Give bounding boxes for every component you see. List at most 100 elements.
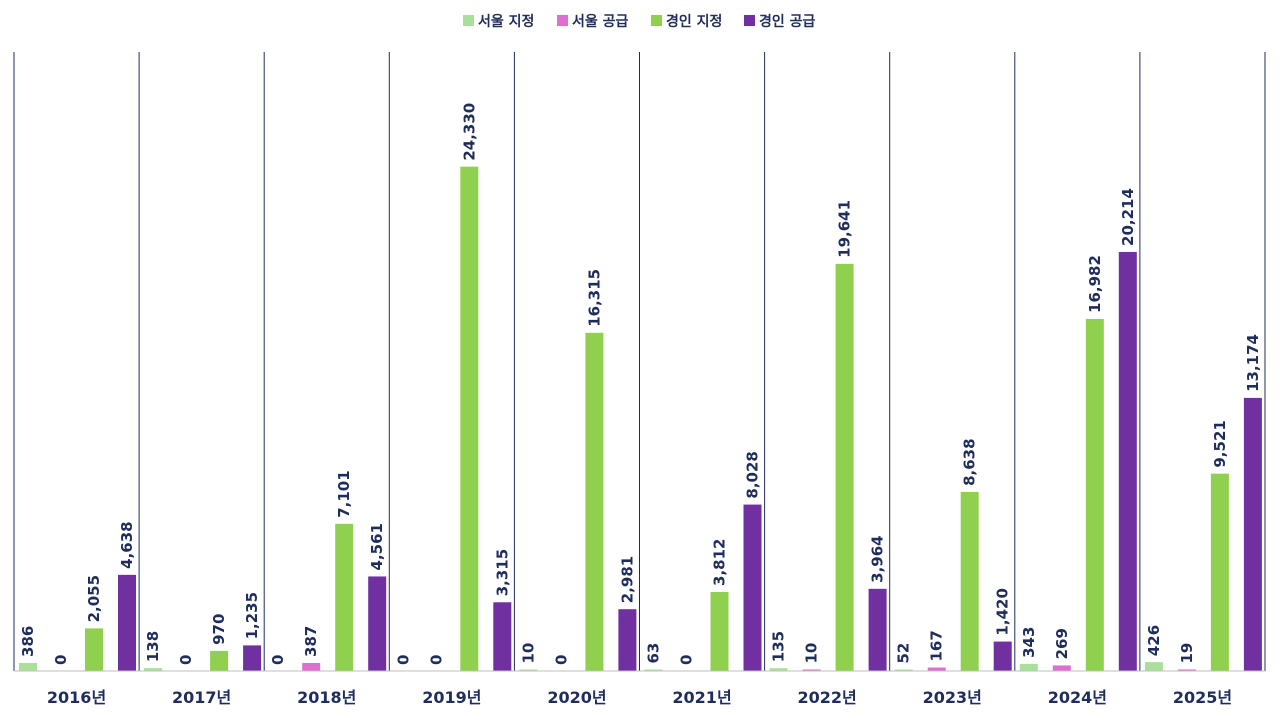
bar — [368, 576, 387, 671]
bar — [1144, 662, 1163, 671]
data-label: 386 — [19, 626, 37, 657]
data-label: 3,812 — [711, 539, 729, 586]
bar — [85, 628, 103, 671]
data-label: 20,214 — [1119, 188, 1137, 246]
category-labels: 2016년 2017년 2018년 2019년 2020년 2021년 2022년 2023년… — [47, 688, 1232, 707]
bar — [644, 669, 663, 671]
legend-label: 서울 지정 — [478, 13, 534, 30]
data-label: 0 — [269, 655, 287, 665]
data-label: 269 — [1053, 628, 1071, 659]
bar — [835, 263, 854, 671]
bar — [927, 667, 946, 671]
bar — [1177, 669, 1196, 671]
data-label: 2,055 — [85, 575, 103, 622]
legend-swatch — [651, 15, 662, 26]
data-label: 16,982 — [1086, 255, 1104, 313]
bar — [894, 669, 913, 671]
bar — [335, 523, 354, 671]
data-label: 9,521 — [1211, 420, 1229, 467]
data-label: 167 — [928, 630, 946, 661]
bar — [144, 668, 163, 671]
x-tick-label: 2019년 — [422, 688, 481, 707]
legend-item: 경인 공급 — [744, 13, 816, 30]
bar — [618, 609, 637, 671]
data-label: 2,981 — [618, 556, 636, 603]
legend-item: 서울 공급 — [557, 13, 629, 30]
data-label: 387 — [302, 626, 320, 657]
data-label: 13,174 — [1244, 334, 1262, 392]
bar — [1243, 397, 1262, 671]
bar — [243, 645, 262, 671]
data-label: 16,315 — [585, 269, 603, 327]
data-label: 1,420 — [994, 588, 1012, 635]
x-tick-label: 2025년 — [1173, 688, 1232, 707]
bar — [19, 662, 37, 671]
data-label: 0 — [394, 655, 412, 665]
data-label: 426 — [1145, 625, 1163, 656]
bar — [769, 668, 788, 671]
legend: 서울 지정 서울 공급 경인 지정 경인 공급 — [463, 13, 816, 30]
bar — [118, 574, 136, 671]
value-labels: 386 0 2,055 4,638 138 0 970 1,235 0 387 7,101 4,561… — [19, 103, 1262, 665]
data-label: 10 — [519, 643, 537, 664]
data-label: 19 — [1178, 643, 1196, 664]
bar — [302, 662, 321, 671]
data-label: 0 — [678, 655, 696, 665]
data-label: 3,964 — [869, 535, 887, 582]
data-label: 1,235 — [243, 592, 261, 639]
legend-swatch — [744, 15, 755, 26]
bar — [710, 591, 729, 671]
data-label: 3,315 — [493, 549, 511, 596]
data-label: 19,641 — [836, 200, 854, 258]
data-label: 135 — [770, 631, 788, 662]
x-tick-label: 2021년 — [672, 688, 731, 707]
bars — [19, 166, 1262, 671]
bar — [743, 504, 762, 671]
data-label: 8,638 — [961, 438, 979, 485]
bar — [868, 588, 887, 671]
bar — [993, 641, 1012, 671]
x-tick-label: 2020년 — [547, 688, 606, 707]
x-tick-label: 2022년 — [798, 688, 857, 707]
data-label: 24,330 — [460, 103, 478, 161]
data-label: 4,638 — [118, 521, 136, 568]
x-tick-label: 2024년 — [1048, 688, 1107, 707]
bar — [960, 491, 979, 671]
legend-item: 경인 지정 — [651, 13, 722, 30]
data-label: 0 — [427, 655, 445, 665]
data-label: 10 — [803, 643, 821, 664]
legend-label: 경인 공급 — [759, 13, 816, 30]
bar — [210, 650, 229, 671]
data-label: 343 — [1020, 627, 1038, 658]
data-label: 138 — [144, 631, 162, 662]
bar — [1085, 318, 1104, 671]
bar — [1052, 665, 1071, 671]
legend-swatch — [463, 15, 474, 26]
legend-swatch — [557, 15, 568, 26]
x-tick-label: 2018년 — [297, 688, 356, 707]
data-label: 0 — [177, 655, 195, 665]
data-label: 0 — [552, 655, 570, 665]
data-label: 4,561 — [368, 523, 386, 570]
category-dividers — [13, 52, 1266, 671]
legend-label: 서울 공급 — [572, 13, 629, 30]
bar — [460, 166, 479, 671]
x-tick-label: 2017년 — [172, 688, 231, 707]
legend-label: 경인 지정 — [666, 13, 722, 30]
x-tick-label: 2023년 — [923, 688, 982, 707]
bar — [802, 669, 821, 671]
data-label: 0 — [52, 655, 70, 665]
bar — [493, 602, 512, 671]
bar — [585, 332, 604, 671]
data-label: 52 — [895, 643, 913, 664]
data-label: 7,101 — [335, 470, 353, 517]
bar — [1210, 473, 1229, 671]
bar — [1118, 251, 1137, 671]
legend-item: 서울 지정 — [463, 13, 534, 30]
data-label: 8,028 — [744, 451, 762, 498]
x-tick-label: 2016년 — [47, 688, 106, 707]
bar — [1019, 663, 1038, 671]
bar — [519, 669, 538, 671]
data-label: 970 — [210, 614, 228, 645]
